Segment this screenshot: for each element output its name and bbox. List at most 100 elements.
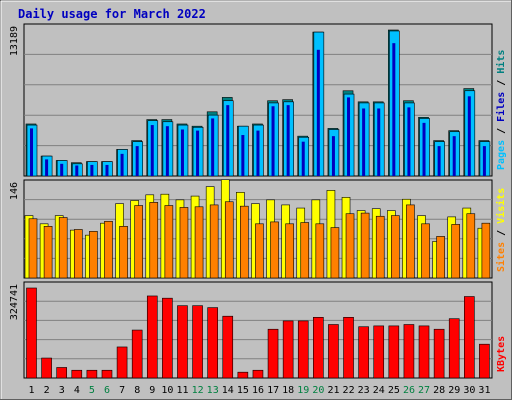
bar-sites-day-21: [330, 227, 340, 279]
bar-sites-day-15: [240, 205, 249, 279]
bar-sites-day-26: [406, 204, 415, 279]
bar-kbytes-day-12: [192, 305, 203, 379]
bar-kbytes-day-25: [388, 325, 400, 379]
bar-kbytes-day-15: [237, 371, 249, 379]
bar-files-day-29: [452, 136, 456, 176]
x-tick-label: 18: [282, 385, 294, 396]
bar-files-day-31: [482, 146, 486, 176]
bar-kbytes-day-5: [86, 369, 98, 379]
bar-kbytes-day-27: [418, 325, 430, 379]
y-max-label: 13189: [9, 26, 20, 56]
x-tick-label: 15: [237, 385, 249, 396]
bar-kbytes-day-20: [313, 317, 324, 379]
bar-kbytes-day-26: [403, 324, 415, 379]
bar-files-day-24: [377, 108, 381, 176]
bar-kbytes-day-7: [116, 346, 128, 379]
bar-files-day-25: [392, 43, 396, 176]
legend-label-files: Files: [495, 92, 507, 122]
x-tick-label: 2: [44, 385, 50, 396]
bar-kbytes-day-13: [207, 307, 218, 379]
x-tick-label: 5: [89, 385, 95, 396]
x-tick-label: 7: [119, 385, 125, 396]
bar-sites-day-23: [360, 212, 370, 279]
bar-sites-day-6: [104, 220, 113, 279]
y-max-label: 146: [9, 182, 20, 200]
bar-kbytes-day-14: [222, 315, 234, 379]
bar-files-day-17: [271, 106, 275, 176]
legend-label-sites: Sites: [495, 242, 507, 272]
bar-files-day-2: [45, 159, 49, 176]
bar-kbytes-day-8: [131, 329, 143, 379]
y-max-label: 324741: [9, 284, 20, 320]
bar-sites-day-16: [255, 223, 264, 279]
bar-sites-day-10: [164, 205, 174, 279]
bar-files-day-8: [135, 146, 139, 176]
panel-middle: 146 Sites / Visits: [9, 179, 507, 279]
legend-separator: /: [496, 122, 507, 140]
bar-files-day-9: [150, 125, 154, 176]
legend-middle: Sites / Visits: [495, 188, 507, 272]
bar-files-day-18: [286, 105, 290, 176]
x-tick-label: 26: [403, 385, 415, 396]
x-tick-label: 11: [176, 385, 188, 396]
x-tick-label: 10: [161, 385, 173, 396]
bar-files-day-30: [467, 96, 471, 176]
chart-panels: 13189 Pages / Files / Hits 146 Sites / Visi…: [9, 23, 507, 379]
bar-sites-day-17: [270, 221, 279, 279]
bar-sites-day-31: [481, 222, 491, 279]
bar-files-day-28: [437, 146, 441, 176]
bar-kbytes-day-2: [41, 357, 52, 379]
x-tick-label: 14: [222, 385, 234, 396]
bar-kbytes-day-28: [433, 328, 445, 379]
bar-files-day-11: [180, 129, 184, 176]
bar-kbytes-day-17: [267, 328, 279, 379]
bar-sites-day-7: [119, 226, 128, 279]
bar-files-day-22: [347, 97, 351, 176]
bar-sites-day-12: [194, 206, 204, 279]
bar-kbytes-day-23: [358, 326, 369, 379]
bar-kbytes-day-21: [328, 324, 339, 379]
bar-sites-day-2: [43, 226, 53, 279]
x-tick-label: 12: [192, 385, 204, 396]
bar-files-day-23: [362, 108, 366, 176]
bar-kbytes-day-22: [343, 317, 354, 379]
bar-kbytes-day-6: [101, 369, 113, 379]
bar-files-day-5: [90, 164, 94, 176]
bar-sites-day-1: [28, 218, 38, 279]
bar-kbytes-day-24: [373, 325, 385, 379]
bar-sites-day-27: [421, 223, 430, 279]
bar-files-day-26: [407, 107, 411, 176]
legend-separator: /: [496, 224, 507, 242]
x-tick-label: 16: [252, 385, 264, 396]
legend-label-visits: Visits: [495, 188, 507, 224]
x-tick-label: 22: [343, 385, 355, 396]
bar-kbytes-day-10: [162, 297, 173, 379]
x-tick-label: 20: [312, 385, 324, 396]
bar-sites-day-20: [315, 223, 325, 279]
bar-sites-day-19: [300, 222, 310, 279]
bar-files-day-19: [301, 141, 305, 176]
x-tick-label: 29: [448, 385, 460, 396]
bar-kbytes-day-11: [177, 305, 188, 379]
bar-files-day-27: [422, 122, 426, 176]
bar-sites-day-30: [466, 213, 476, 279]
bar-sites-day-14: [224, 201, 234, 279]
bar-sites-day-18: [285, 223, 294, 279]
bar-files-day-1: [30, 128, 33, 176]
bar-sites-day-24: [375, 215, 385, 279]
bar-files-day-3: [60, 163, 64, 176]
legend-label-kbytes: KBytes: [496, 336, 507, 372]
bar-files-day-15: [241, 135, 245, 176]
bar-sites-day-5: [89, 231, 98, 279]
bar-kbytes-day-4: [71, 369, 83, 379]
chart-title: Daily usage for March 2022: [18, 7, 206, 21]
x-tick-label: 30: [463, 385, 475, 396]
bar-sites-day-25: [391, 215, 400, 279]
x-tick-label: 21: [327, 385, 339, 396]
bar-files-day-12: [196, 130, 200, 176]
x-tick-label: 9: [149, 385, 155, 396]
x-tick-label: 1: [29, 385, 35, 396]
x-tick-label: 4: [74, 385, 80, 396]
bar-kbytes-day-1: [26, 287, 37, 379]
